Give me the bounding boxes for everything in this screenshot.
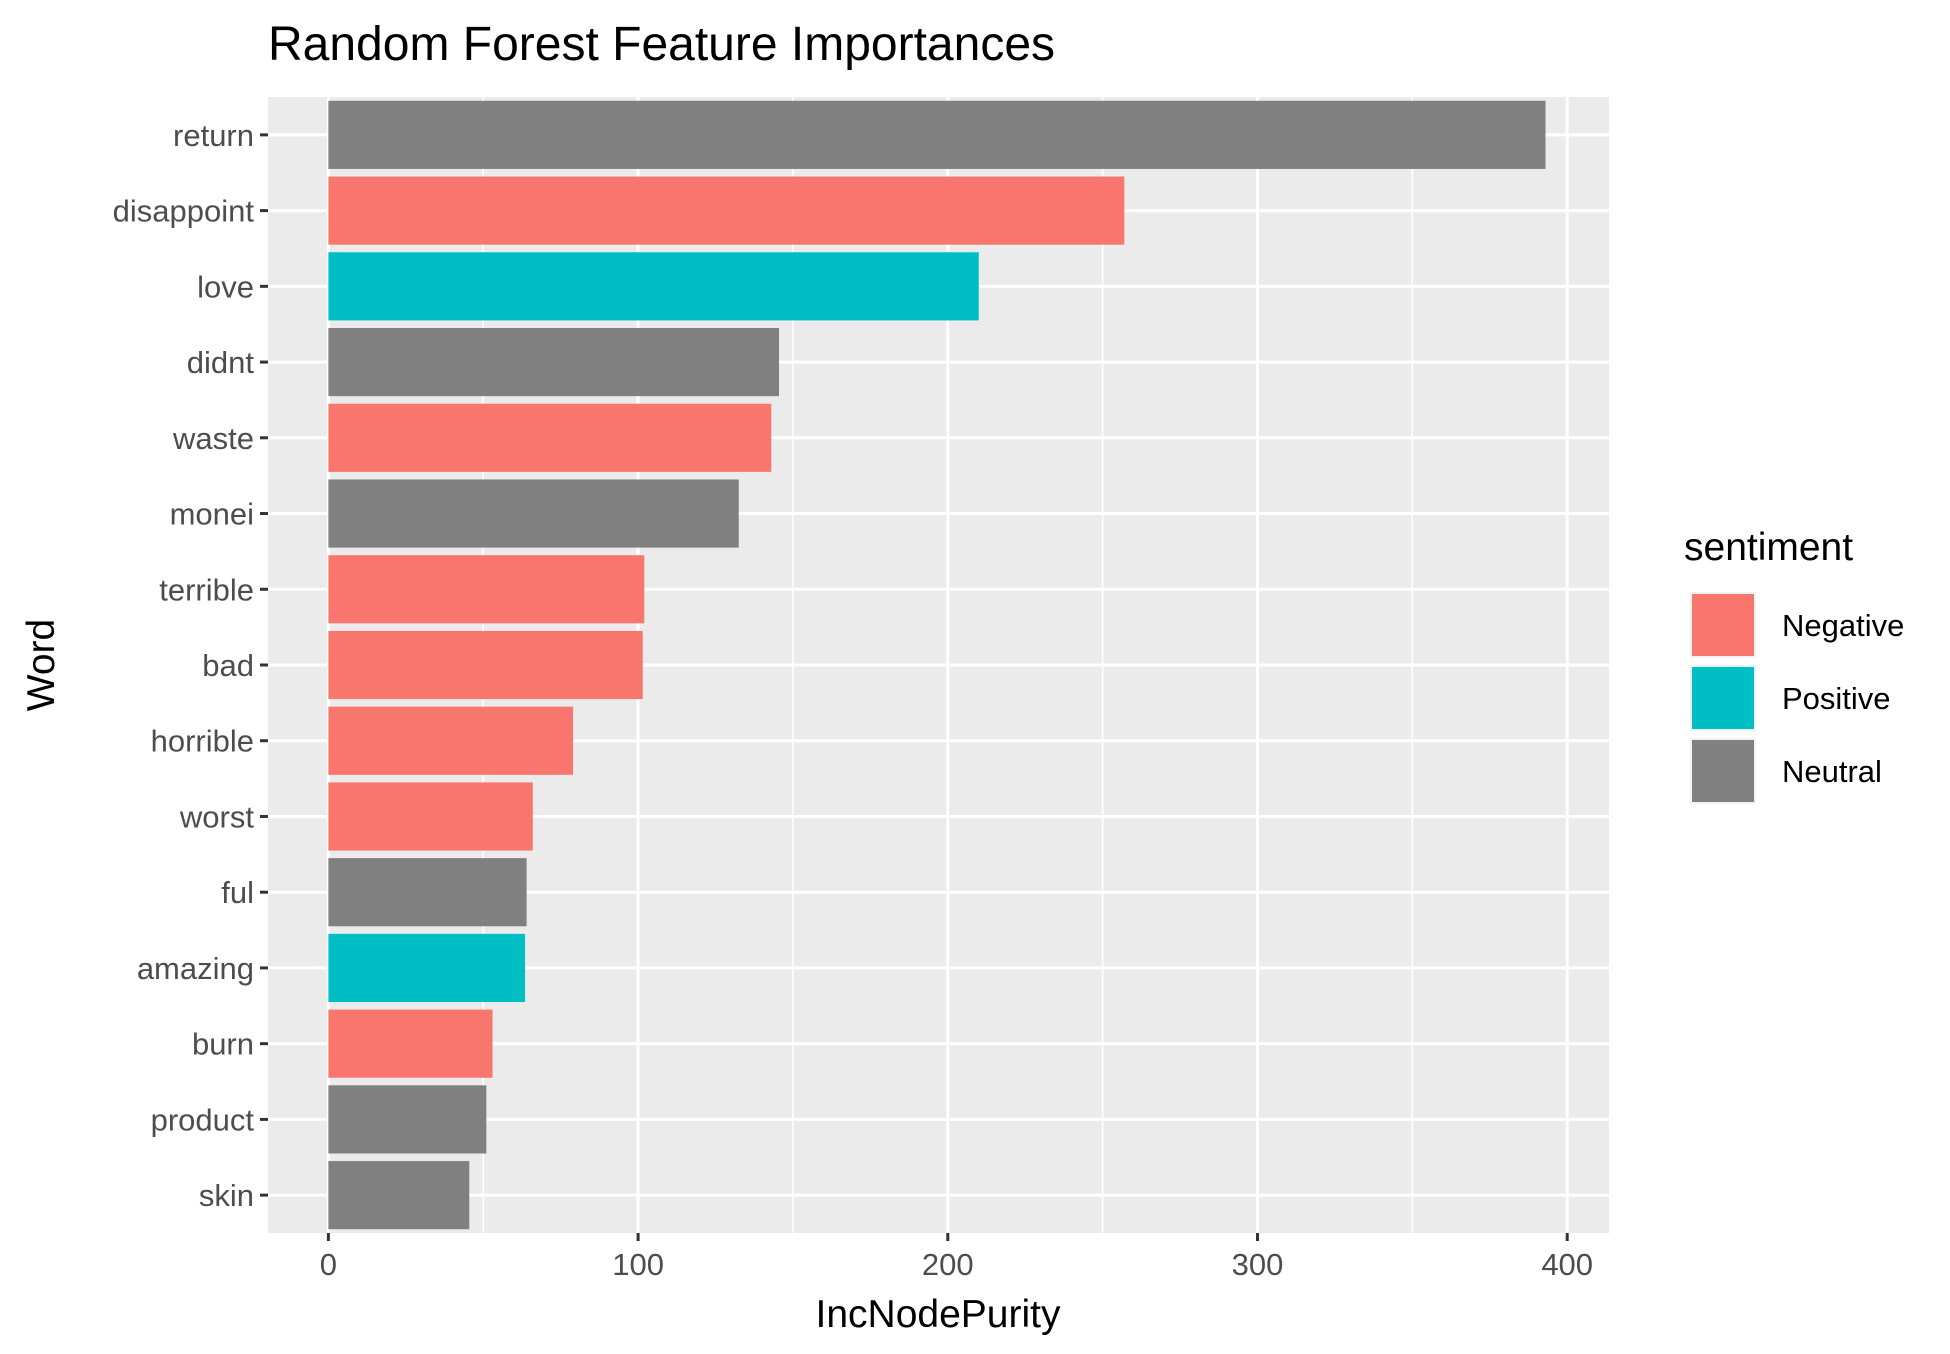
x-axis-title: IncNodePurity: [816, 1293, 1061, 1336]
legend-label-positive: Positive: [1782, 681, 1891, 716]
y-axis: return disappoint love didnt waste monei terri…: [113, 118, 268, 1213]
x-tick-label: 400: [1541, 1247, 1593, 1282]
y-tick-label: didnt: [187, 345, 255, 380]
y-tick-label: monei: [170, 497, 254, 532]
legend-swatch-positive: [1692, 667, 1754, 729]
bar-horrible: [328, 706, 574, 775]
bar-bad: [328, 630, 643, 700]
y-tick-label: ful: [221, 875, 254, 910]
x-tick-label: 200: [922, 1247, 974, 1282]
legend-swatch-neutral: [1692, 740, 1754, 802]
bar-love: [328, 252, 979, 321]
y-tick-label: skin: [199, 1178, 254, 1213]
y-tick-label: disappoint: [113, 194, 255, 229]
x-tick-label: 100: [612, 1247, 664, 1282]
x-tick-label: 0: [320, 1247, 337, 1282]
y-axis-title: Word: [20, 619, 63, 711]
bar-return: [328, 100, 1546, 169]
legend-label-negative: Negative: [1782, 608, 1904, 643]
bars: [328, 100, 1546, 1230]
bar-burn: [328, 1009, 493, 1078]
legend-entries: Negative Positive Neutral: [1690, 592, 1904, 804]
y-tick-label: return: [173, 118, 254, 153]
x-axis: 0 100 200 300 400: [320, 1233, 1593, 1282]
y-tick-label: worst: [179, 799, 254, 834]
bar-waste: [328, 403, 772, 472]
legend-swatch-negative: [1692, 594, 1754, 656]
bar-disappoint: [328, 176, 1125, 245]
bar-didnt: [328, 327, 780, 397]
bar-monei: [328, 479, 739, 548]
y-tick-label: bad: [202, 648, 254, 683]
legend-label-neutral: Neutral: [1782, 754, 1882, 789]
chart-title: Random Forest Feature Importances: [268, 18, 1055, 71]
bar-ful: [328, 858, 527, 927]
y-tick-label: terrible: [159, 572, 254, 607]
bar-skin: [328, 1161, 470, 1230]
y-tick-label: amazing: [137, 951, 254, 986]
y-tick-label: love: [197, 269, 254, 304]
y-tick-label: horrible: [151, 724, 254, 759]
bar-worst: [328, 782, 533, 851]
legend-title: sentiment: [1684, 526, 1853, 569]
bar-amazing: [328, 933, 526, 1003]
legend: sentiment Negative Positive Neutral: [1684, 526, 1904, 804]
bar-product: [328, 1085, 487, 1154]
y-tick-label: waste: [172, 421, 254, 456]
bar-terrible: [328, 555, 645, 624]
x-tick-label: 300: [1232, 1247, 1284, 1282]
y-tick-label: burn: [192, 1027, 254, 1062]
y-tick-label: product: [151, 1102, 255, 1137]
